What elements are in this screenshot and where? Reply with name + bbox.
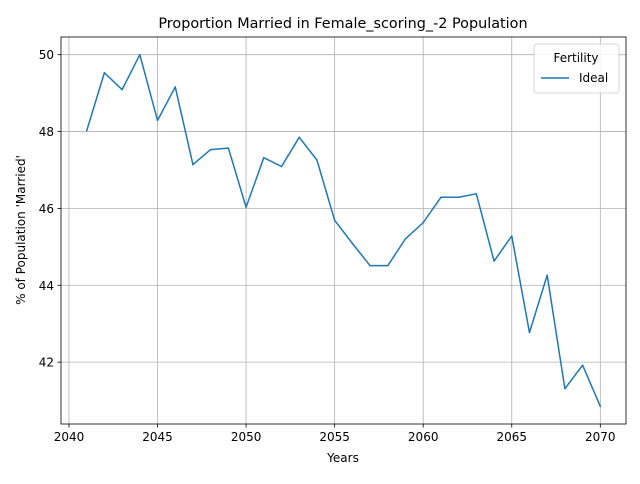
data-point [369,264,371,267]
y-tick-label: 46 [39,202,54,216]
data-point [404,238,407,240]
x-tick-label: 2055 [319,430,350,444]
data-point [103,71,106,74]
data-point [493,260,495,262]
data-point [457,196,460,199]
x-tick-label: 2070 [585,430,616,444]
legend-entry-ideal: Ideal [579,71,608,85]
y-tick-label: 48 [39,125,54,139]
data-point [422,221,424,224]
y-tick-label: 42 [39,356,54,370]
legend-title: Fertility [553,51,598,65]
grid-lines [61,37,626,424]
data-point [263,156,265,159]
data-point [209,148,212,151]
data-point [139,53,141,56]
data-point [121,88,123,91]
data-point [298,136,300,139]
data-point [528,331,531,334]
chart-title: Proportion Married in Female_scoring_-2 … [158,16,527,32]
data-point [475,193,478,195]
data-point [156,119,159,122]
data-point [546,274,548,277]
data-point [511,235,513,237]
legend: Fertility Ideal [533,43,620,94]
y-tick-label: 44 [39,279,54,293]
series-line-ideal [85,53,602,407]
data-point [316,159,318,161]
x-tick-label: 2045 [142,430,173,444]
plot-frame [60,36,627,425]
y-axis-label: % of Population 'Married' [14,155,28,305]
data-point [599,405,602,408]
data-point [581,364,584,366]
data-point [174,86,176,88]
data-point [351,242,354,245]
data-point [387,264,389,267]
x-tick-label: 2065 [496,430,527,444]
data-point [564,387,566,390]
data-point [227,147,230,149]
data-point [280,165,283,168]
data-point [85,130,88,132]
x-axis-label: Years [326,451,359,465]
data-layer [85,53,602,408]
data-point [245,206,247,208]
data-point [440,196,442,199]
axis-ticks: 2040 2045 2050 2055 2060 2065 2070 42 44 46 48 50 [39,48,616,444]
data-point [333,219,336,222]
x-tick-label: 2040 [54,430,85,444]
data-point [192,163,194,166]
y-tick-label: 50 [39,48,54,62]
legend-box [533,43,620,94]
x-tick-label: 2060 [408,430,439,444]
x-tick-label: 2050 [231,430,262,444]
